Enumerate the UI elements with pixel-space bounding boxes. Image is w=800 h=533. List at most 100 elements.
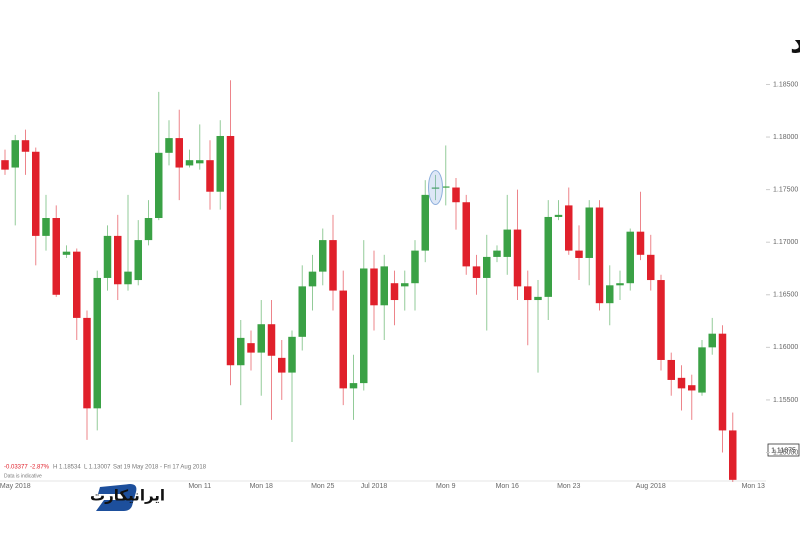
candle-body: [11, 140, 19, 168]
x-tick-label: Mon 18: [250, 483, 273, 490]
candle-body: [585, 207, 593, 258]
y-tick-label: 1.17500: [773, 186, 798, 193]
y-tick-label: 1.15000: [773, 449, 798, 456]
high: H 1.18534: [53, 465, 81, 471]
candle-body: [308, 271, 317, 287]
candle-body: [62, 251, 71, 255]
candle-body: [93, 277, 101, 409]
x-tick-label: Mon 13: [742, 483, 765, 490]
candle-body: [688, 385, 696, 391]
logo-icon: [96, 484, 137, 511]
candle-body: [1, 160, 9, 170]
x-tick-label: May 2018: [0, 483, 31, 490]
logo-text: ایرانیکارت: [90, 487, 165, 505]
candle-body: [339, 290, 347, 389]
candle-body: [595, 207, 604, 304]
candle-body: [155, 152, 163, 219]
candle-body: [32, 151, 40, 236]
candle-body: [483, 256, 491, 278]
y-tick-label: 1.16000: [773, 344, 798, 351]
candle-body: [257, 324, 265, 353]
candle-body: [278, 357, 286, 373]
candle-body: [226, 135, 235, 366]
candle-body: [513, 229, 522, 287]
x-tick-label: Jul 2018: [361, 483, 388, 490]
candle-body: [21, 140, 30, 152]
x-tick-label: Mon 11: [188, 483, 211, 490]
candle-body: [298, 286, 306, 337]
candle-body: [83, 317, 91, 409]
candle-body: [216, 135, 224, 192]
x-tick-label: Mon 23: [557, 483, 580, 490]
candle-body: [349, 383, 358, 389]
x-tick-label: Mon 9: [436, 483, 456, 490]
candle-body: [360, 268, 368, 384]
candle-body: [534, 296, 542, 301]
range: Sat 19 May 2018 - Fri 17 Aug 2018: [113, 465, 207, 471]
candle-body: [237, 337, 245, 366]
candle-body: [636, 231, 645, 255]
candle-body: [606, 285, 614, 304]
candle-body: [267, 324, 276, 356]
candle-body: [616, 283, 624, 286]
candle-body: [565, 205, 573, 251]
candle-body: [544, 216, 552, 297]
candle-body: [472, 266, 481, 278]
candle-body: [103, 235, 112, 278]
candle-body: [144, 218, 153, 241]
candle-body: [442, 186, 450, 188]
candle-body: [329, 240, 337, 291]
candle-body: [401, 283, 409, 287]
candle-body: [380, 266, 388, 306]
x-tick-label: Mon 25: [311, 483, 334, 490]
change-pct: -2.87%: [30, 465, 50, 471]
candle-body: [462, 202, 470, 267]
candle-body: [421, 194, 429, 251]
low: L 1.13007: [84, 465, 111, 471]
candle-body: [708, 333, 716, 348]
candle-body: [729, 430, 737, 480]
candle-body: [431, 187, 440, 189]
price-tag-box: [767, 443, 800, 457]
candle-body: [411, 250, 419, 284]
candle-body: [42, 218, 50, 236]
candle-body: [626, 231, 634, 284]
candle-body: [503, 229, 511, 257]
candle-body: [52, 218, 60, 295]
change: -0.03377: [4, 465, 28, 471]
candle-body: [677, 377, 686, 389]
highlight: [428, 170, 443, 206]
candle-body: [698, 347, 706, 393]
candle-body: [319, 240, 327, 272]
candle-body: [124, 271, 132, 285]
candle-body: [114, 235, 122, 285]
candle-body: [452, 187, 460, 203]
y-tick-label: 1.17000: [773, 239, 798, 246]
note: Data is indicative: [4, 473, 42, 479]
candle-body: [185, 160, 194, 166]
y-tick-label: 1.18000: [773, 134, 798, 141]
candle-body: [370, 268, 378, 306]
x-tick-label: Mon 16: [496, 483, 519, 490]
candle-body: [73, 251, 81, 318]
x-tick-label: Aug 2018: [636, 483, 666, 490]
candle-body: [247, 343, 255, 353]
candle-body: [667, 359, 675, 380]
candle-body: [175, 138, 183, 168]
candle-body: [647, 254, 655, 281]
y-tick-label: 1.18500: [773, 81, 798, 88]
candle-body: [196, 160, 204, 164]
logo: ایرانیکارت: [90, 484, 165, 511]
candle-body: [165, 138, 173, 153]
candle-body: [288, 336, 296, 373]
candle-body: [718, 333, 727, 431]
candle-body: [575, 250, 583, 258]
candle-body: [206, 160, 214, 192]
price-tag: 1.11875: [771, 447, 796, 454]
chart-title: دوجی استاندارد: [790, 26, 800, 61]
candle-body: [134, 240, 142, 281]
candle-body: [390, 283, 399, 301]
candle-body: [657, 280, 665, 360]
candle-body: [493, 250, 501, 257]
